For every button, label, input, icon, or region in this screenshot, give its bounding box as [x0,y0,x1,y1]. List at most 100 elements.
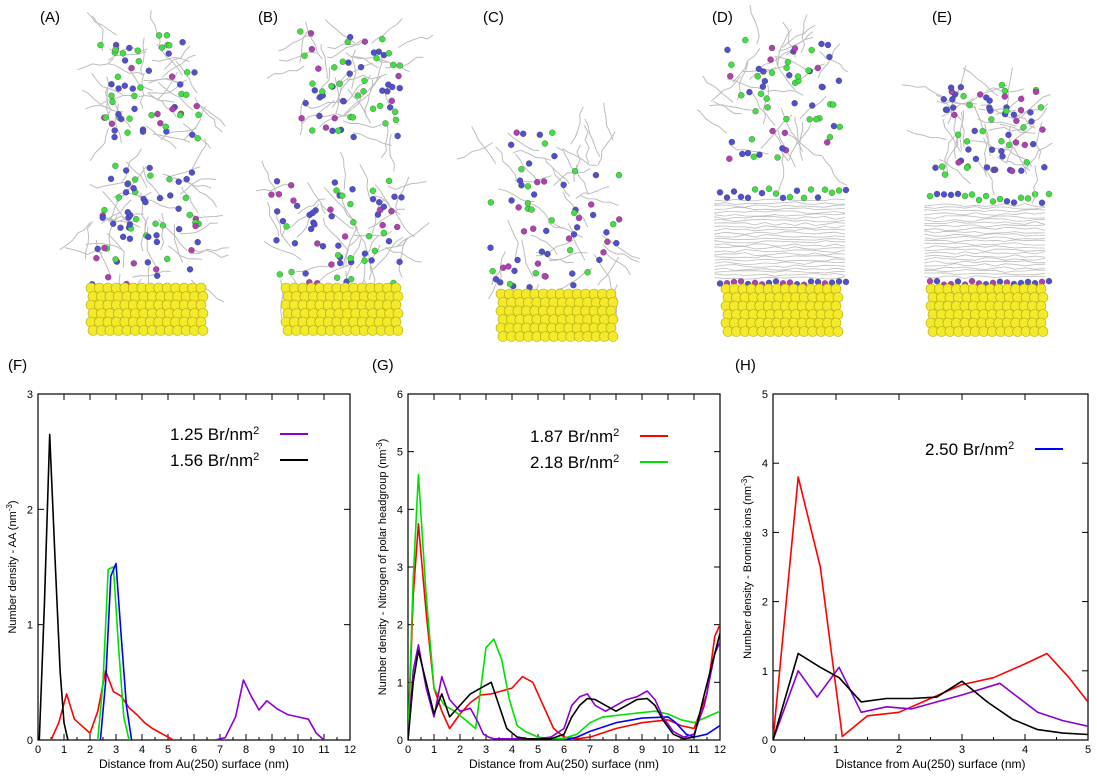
headgroup-bead [536,131,544,138]
headgroup-bead [1017,194,1025,201]
alkyl-chain [978,107,1017,112]
headgroup-bead [298,115,305,122]
series-line [214,679,325,740]
alkyl-chain [125,161,148,188]
headgroup-bead [989,198,997,205]
headgroup-bead [368,257,375,264]
headgroup-bead [398,194,405,201]
headgroup-bead [508,141,515,148]
headgroup-bead [159,222,167,229]
headgroup-bead [805,67,812,74]
headgroup-bead [337,260,344,267]
headgroup-bead [97,41,104,49]
alkyl-chain [714,198,846,202]
headgroup-bead [319,88,326,95]
x-tick-label: 8 [613,744,619,756]
x-tick-label: 5 [165,744,171,756]
headgroup-bead [297,28,304,35]
alkyl-chain [749,65,785,80]
headgroup-bead [513,129,520,136]
y-tick-label: 1 [397,677,403,689]
headgroup-bead [842,186,850,194]
headgroup-bead [806,116,813,123]
headgroup-bead [835,77,843,84]
headgroup-bead [395,72,402,80]
headgroup-bead [387,104,394,111]
x-tick-label: 2 [896,744,902,756]
alkyl-chain [597,131,616,166]
y-tick-label: 0 [762,735,768,747]
headgroup-bead [791,100,798,107]
headgroup-bead [769,127,776,135]
headgroup-bead [115,194,122,201]
alkyl-chain [190,138,207,176]
y-axis-label: Number density - Nitrogen of polar headg… [375,439,389,696]
alkyl-chain [59,222,91,251]
alkyl-chain [547,221,584,238]
headgroup-bead [826,53,833,61]
headgroup-bead [111,127,118,134]
headgroup-bead [584,269,591,276]
headgroup-bead [385,50,393,57]
headgroup-bead [828,189,836,196]
headgroup-bead [315,65,322,72]
headgroup-bead [327,206,334,213]
alkyl-chain [714,264,846,268]
alkyl-chain [583,125,590,164]
headgroup-bead [331,179,338,186]
headgroup-bead [130,260,137,267]
alkyl-chain [371,18,403,44]
x-tick-label: 3 [959,744,965,756]
headgroup-bead [589,211,597,219]
headgroup-bead [544,250,551,258]
headgroup-bead [124,129,131,136]
alkyl-chain [175,60,198,94]
headgroup-bead [177,112,184,119]
alkyl-chain [173,224,184,263]
headgroup-bead [188,247,195,254]
headgroup-bead [158,44,166,51]
alkyl-chain [140,37,145,76]
headgroup-bead [391,193,398,200]
headgroup-bead [336,80,343,87]
alkyl-chain [320,43,328,80]
alkyl-chain [149,10,161,49]
alkyl-chain [101,95,137,105]
headgroup-bead [99,214,106,221]
alkyl-chain [120,148,143,184]
alkyl-chain [145,125,177,149]
alkyl-chain [86,11,117,36]
alkyl-chain [696,109,728,134]
y-tick-label: 2 [27,504,33,516]
headgroup-bead [365,233,373,240]
headgroup-bead [524,200,532,207]
alkyl-chain [988,126,1028,134]
headgroup-bead [167,192,174,199]
headgroup-bead [93,254,100,262]
headgroup-bead [616,216,623,223]
alkyl-chain [89,128,110,162]
headgroup-bead [835,187,843,194]
headgroup-bead [979,127,986,135]
y-tick-label: 3 [762,527,768,539]
headgroup-bead [319,243,327,250]
headgroup-bead [193,102,200,110]
alkyl-chain [81,89,114,112]
headgroup-bead [565,235,573,242]
headgroup-bead [328,213,335,220]
headgroup-bead [385,238,393,245]
headgroup-bead [1020,124,1027,131]
headgroup-bead [1005,131,1012,138]
series-line [773,476,1088,740]
alkyl-chain [139,72,145,109]
y-tick-label: 4 [762,458,768,470]
series-line [408,522,720,740]
snapshot-label: (E) [932,9,952,26]
alkyl-chain [924,257,1046,261]
headgroup-bead [291,240,299,247]
alkyl-chain [777,28,792,67]
headgroup-bead [768,44,776,52]
gold-atom [392,325,404,336]
alkyl-chain [924,209,1046,213]
